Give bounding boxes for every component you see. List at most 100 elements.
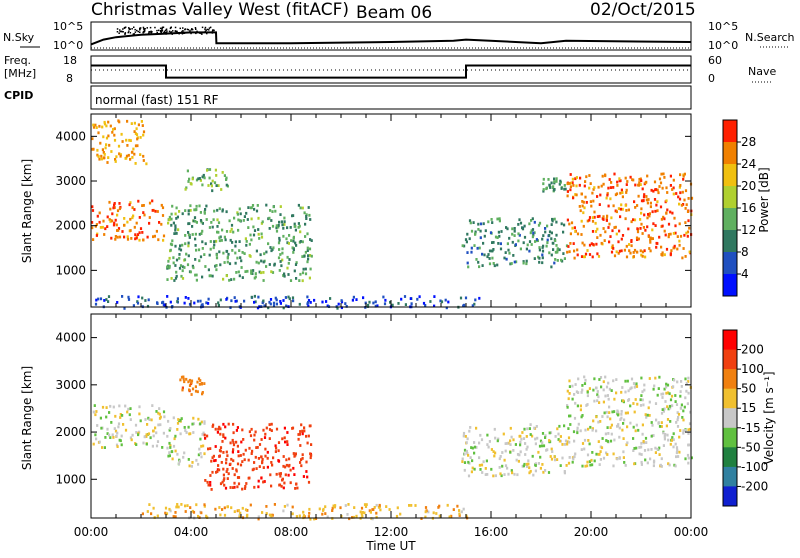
heatmap-cell (531, 217, 534, 221)
noise-sample-point (161, 30, 163, 32)
heatmap-cell (91, 221, 94, 224)
heatmap-cell (509, 426, 512, 430)
heatmap-cell (288, 457, 291, 461)
heatmap-cell (240, 259, 243, 263)
noise-sample-point (119, 29, 121, 31)
heatmap-cell (595, 242, 598, 246)
heatmap-cell (650, 434, 653, 438)
heatmap-cell (572, 242, 575, 245)
heatmap-cell (301, 240, 304, 244)
heatmap-cell (120, 132, 123, 136)
heatmap-cell (260, 235, 264, 239)
heatmap-cell (248, 254, 251, 257)
heatmap-cell (538, 444, 542, 448)
heatmap-cell (291, 214, 294, 218)
heatmap-cell (509, 443, 512, 446)
heatmap-cell (308, 247, 312, 251)
heatmap-cell (503, 458, 506, 462)
heatmap-cell (217, 221, 221, 225)
noise-left-tick-top: 10^5 (53, 20, 83, 33)
heatmap-cell (262, 271, 265, 274)
heatmap-cell (236, 426, 239, 429)
heatmap-cell (596, 393, 599, 397)
heatmap-cell (382, 295, 385, 299)
heatmap-cell (625, 209, 628, 212)
heatmap-cell (635, 382, 638, 386)
heatmap-cell (234, 244, 237, 248)
heatmap-cell (529, 433, 532, 436)
heatmap-cell (632, 218, 635, 222)
heatmap-cell (131, 216, 134, 220)
heatmap-cell (250, 427, 253, 431)
heatmap-cell (671, 436, 674, 439)
heatmap-cell (620, 416, 623, 420)
heatmap-cell (504, 464, 508, 468)
heatmap-cell (197, 248, 201, 252)
heatmap-cell (275, 446, 278, 450)
heatmap-cell (221, 508, 224, 511)
heatmap-cell (270, 249, 273, 253)
heatmap-cell (576, 232, 580, 236)
heatmap-cell (306, 249, 309, 252)
heatmap-cell (163, 415, 166, 419)
heatmap-cell (318, 507, 321, 511)
heatmap-cell (237, 450, 240, 453)
heatmap-cell (584, 464, 587, 468)
noise-sample-point (131, 28, 133, 30)
heatmap-cell (580, 219, 583, 223)
heatmap-cell (637, 428, 640, 432)
heatmap-cell (560, 222, 563, 226)
heatmap-cell (181, 386, 184, 390)
heatmap-cell (576, 253, 579, 257)
heatmap-cell (203, 422, 206, 425)
heatmap-cell (337, 302, 340, 306)
heatmap-cell (677, 412, 681, 416)
heatmap-cell (96, 232, 99, 236)
heatmap-cell (162, 300, 165, 304)
heatmap-cell (599, 193, 602, 197)
heatmap-cell (204, 436, 207, 440)
heatmap-cell (164, 511, 167, 515)
heatmap-cell (492, 248, 495, 251)
heatmap-cell (674, 464, 677, 468)
heatmap-cell (542, 189, 545, 193)
heatmap-cell (280, 484, 283, 488)
heatmap-cell (606, 426, 609, 429)
heatmap-cell (222, 473, 225, 477)
heatmap-cell (615, 192, 619, 196)
heatmap-cell (481, 471, 484, 474)
heatmap-cell (324, 505, 327, 509)
heatmap-cell (209, 481, 212, 484)
heatmap-cell (595, 452, 598, 456)
heatmap-cell (676, 247, 679, 251)
heatmap-cell (247, 226, 250, 229)
heatmap-cell (462, 431, 466, 435)
heatmap-cell (187, 180, 190, 183)
heatmap-cell (611, 244, 614, 248)
heatmap-cell (493, 264, 496, 268)
heatmap-cell (233, 510, 236, 513)
heatmap-cell (103, 233, 106, 236)
heatmap-cell (158, 417, 162, 420)
heatmap-cell (155, 444, 159, 448)
heatmap-cell (243, 487, 247, 490)
heatmap-cell (632, 449, 635, 452)
heatmap-cell (270, 461, 273, 464)
noise-sample-point (156, 29, 158, 32)
heatmap-cell (580, 233, 583, 236)
heatmap-cell (665, 391, 668, 395)
heatmap-cell (508, 236, 511, 240)
heatmap-cell (203, 420, 206, 424)
heatmap-cell (309, 301, 312, 304)
heatmap-cell (640, 445, 643, 449)
heatmap-cell (155, 229, 158, 233)
noise-sample-point (160, 33, 162, 35)
heatmap-cell (192, 510, 196, 514)
heatmap-cell (254, 430, 257, 434)
heatmap-cell (190, 393, 193, 396)
heatmap-cell (194, 258, 197, 261)
heatmap-cell (182, 455, 185, 459)
